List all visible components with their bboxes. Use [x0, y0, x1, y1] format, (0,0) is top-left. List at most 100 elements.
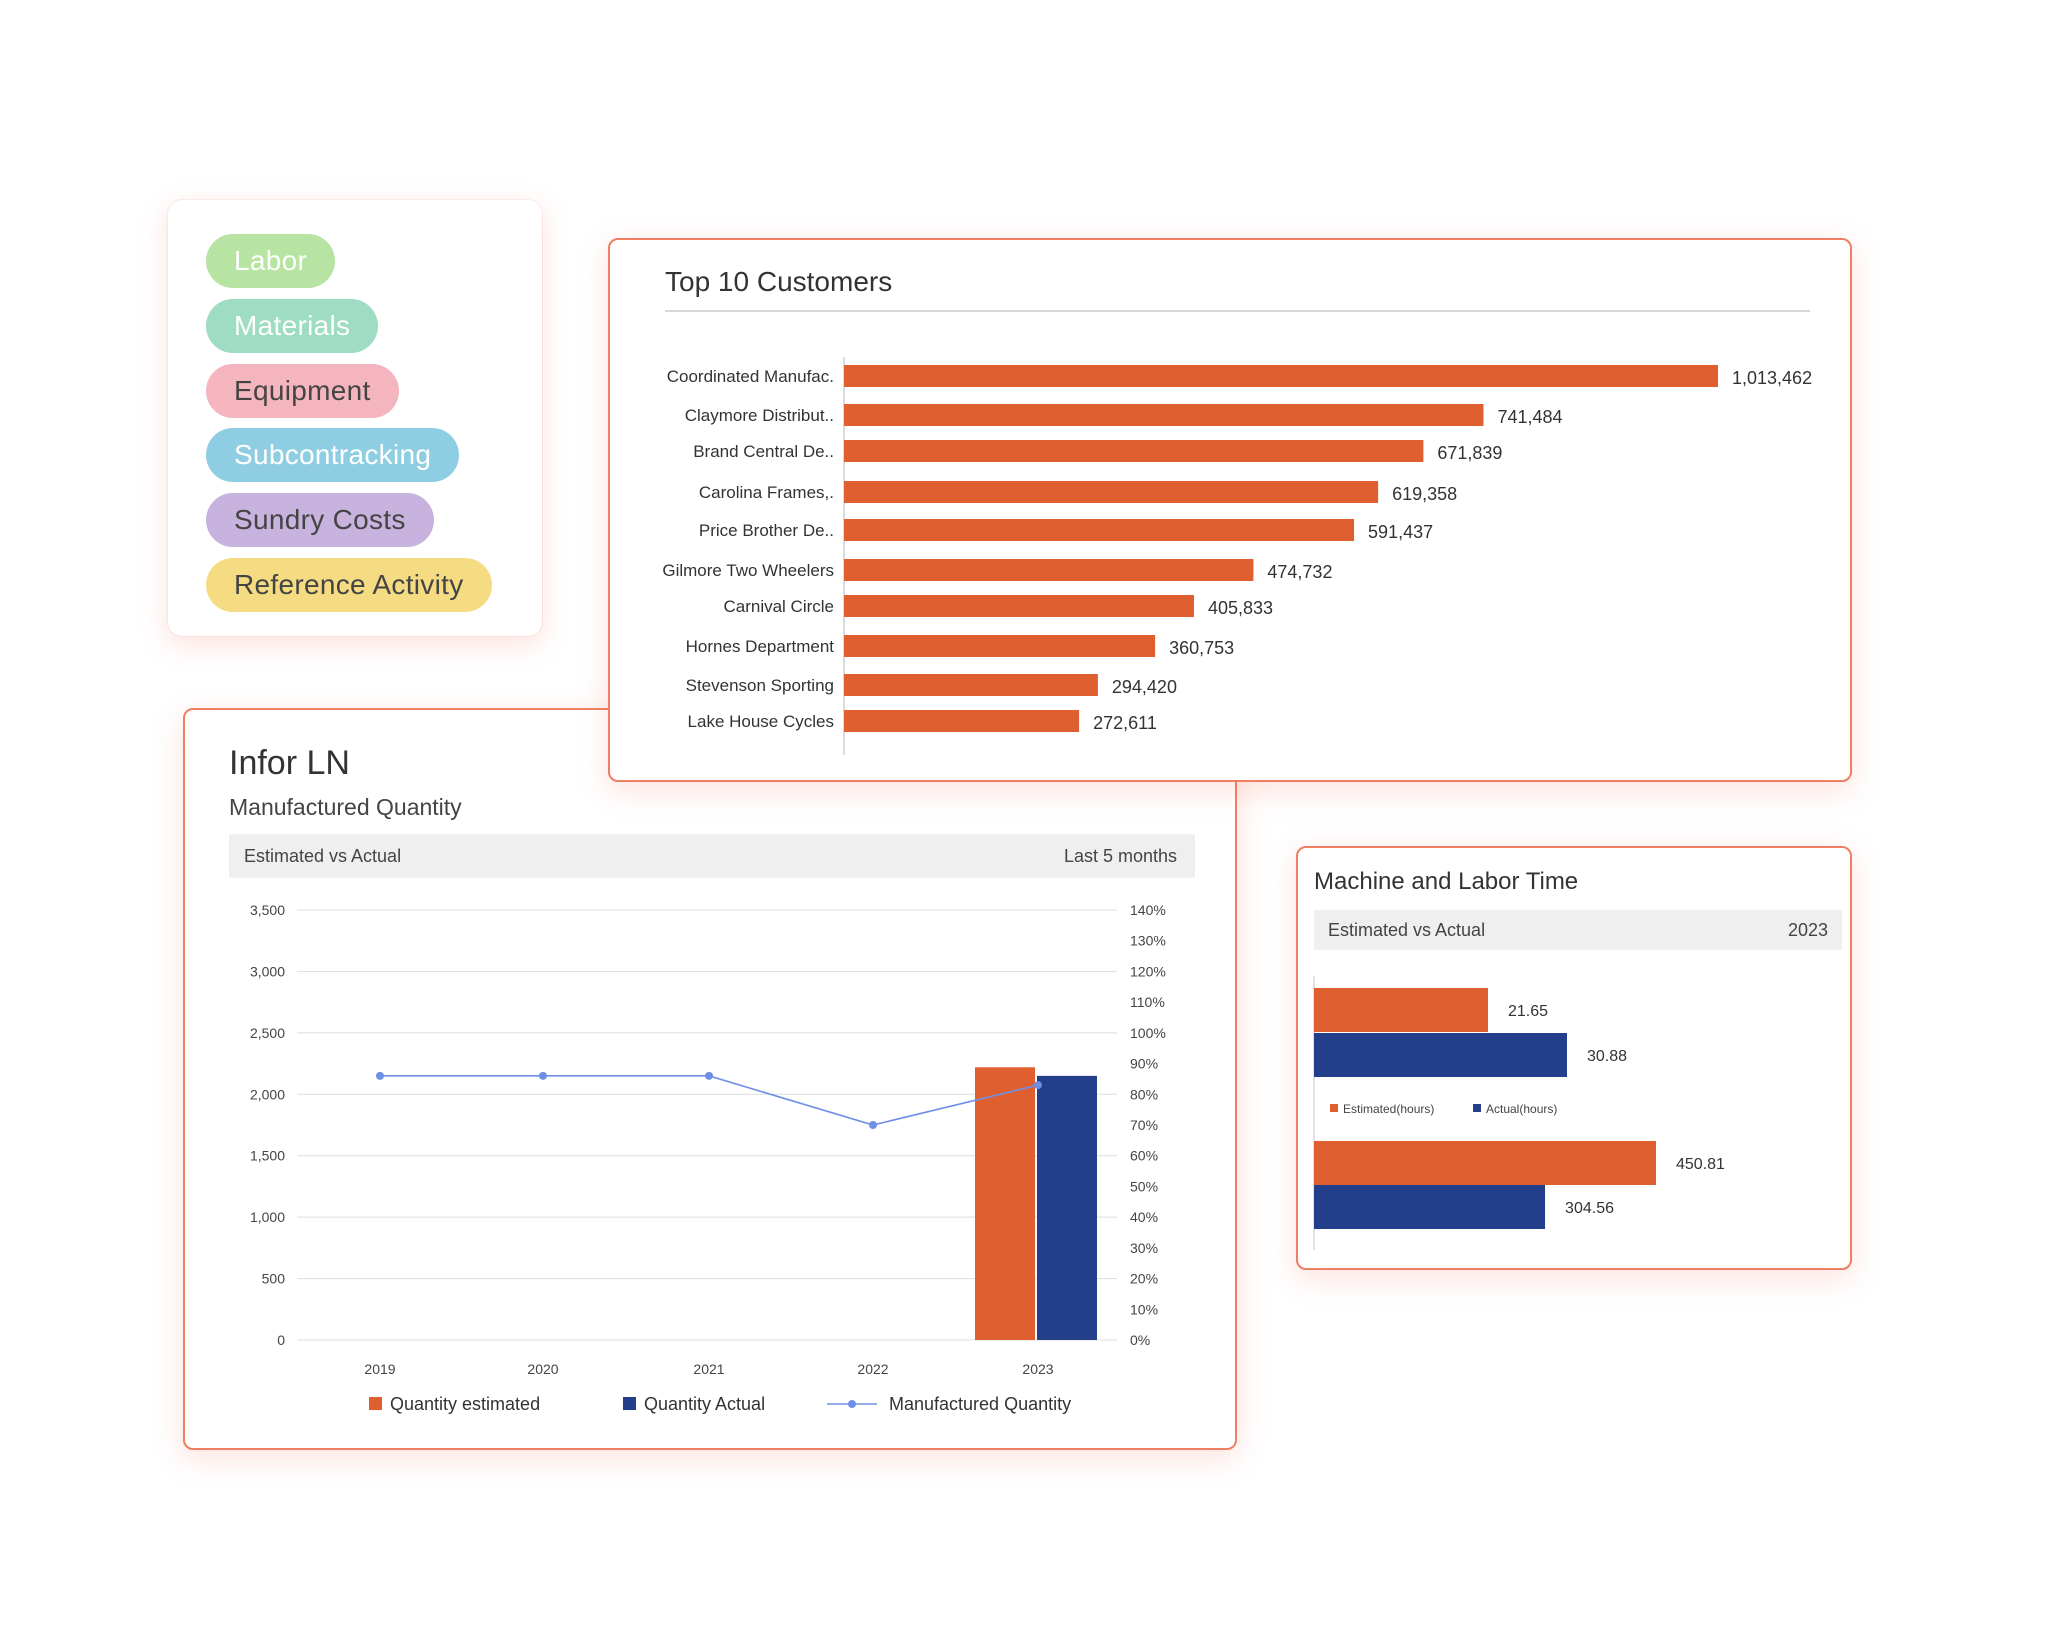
legend-label: Manufactured Quantity: [889, 1394, 1071, 1414]
bar: [844, 674, 1098, 696]
x-tick-label: 2021: [693, 1361, 724, 1377]
comparison-label: Estimated vs Actual: [1328, 919, 1486, 940]
y2-tick-label: 30%: [1130, 1240, 1158, 1256]
category-label: Hornes Department: [686, 637, 835, 656]
manufactured-quantity-card: Infor LN Manufactured Quantity Estimated…: [183, 708, 1237, 1450]
y2-tick-label: 140%: [1130, 902, 1166, 918]
line-point: [1034, 1081, 1042, 1090]
line-point: [376, 1071, 384, 1080]
y-tick-label: 3,500: [250, 902, 285, 918]
bar-actual: [1037, 1075, 1097, 1340]
line-point: [539, 1071, 547, 1080]
legend-label: Quantity Actual: [644, 1394, 765, 1414]
legend-label: Quantity estimated: [390, 1394, 540, 1414]
bar: [844, 481, 1379, 503]
category-label: Lake House Cycles: [688, 712, 834, 731]
bar: [844, 635, 1156, 657]
legend-swatch-actual: [623, 1397, 636, 1410]
machine-labor-card: Machine and Labor Time Estimated vs Actu…: [1296, 846, 1852, 1270]
value-label: 21.65: [1508, 1003, 1548, 1020]
series-line: [380, 1075, 1039, 1126]
legend-swatch-estimated: [1330, 1104, 1338, 1112]
bar-estimated: [1314, 988, 1488, 1032]
y2-tick-label: 60%: [1130, 1148, 1158, 1164]
card-title: Top 10 Customers: [665, 266, 893, 297]
legend-line-point: [848, 1400, 856, 1408]
value-label: 450.81: [1676, 1156, 1725, 1173]
machine-labor-chart: 21.65 30.88 450.81 304.56 Estimated(hours) Ac…: [1313, 976, 1725, 1250]
comparison-label: Estimated vs Actual: [244, 845, 402, 866]
y2-tick-label: 130%: [1130, 933, 1166, 949]
chart-header-bar: Estimated vs Actual Last 5 months: [229, 834, 1195, 878]
value-label: 360,753: [1169, 638, 1234, 658]
y-tick-label: 2,500: [250, 1025, 285, 1041]
chart-header-bar: Estimated vs Actual 2023: [1314, 910, 1842, 950]
legend-swatch-estimated: [369, 1397, 382, 1410]
bar-actual: [1314, 1185, 1546, 1229]
category-label: Brand Central De..: [693, 442, 834, 461]
y2-tick-label: 80%: [1130, 1086, 1158, 1102]
card-title: Infor LN: [229, 744, 350, 782]
bar: [844, 559, 1254, 581]
y-tick-label: 1,500: [250, 1148, 285, 1164]
x-tick-label: 2022: [857, 1361, 888, 1377]
value-label: 405,833: [1208, 598, 1273, 618]
category-label: Stevenson Sporting: [686, 676, 834, 695]
bar-estimated: [975, 1067, 1035, 1340]
card-subtitle: Manufactured Quantity: [229, 794, 462, 820]
legend-label: Estimated(hours): [1343, 1102, 1434, 1116]
category-label: Carnival Circle: [723, 597, 834, 616]
category-label: Coordinated Manufac.: [667, 367, 834, 386]
category-label: Gilmore Two Wheelers: [662, 561, 834, 580]
value-label: 671,839: [1437, 443, 1502, 463]
y-tick-label: 1,000: [250, 1209, 285, 1225]
manufactured-quantity-chart: 0 500 1,000 1,500 2,000 2,500 3,000 3,500 0% 10% 2…: [250, 902, 1166, 1414]
bar-estimated: [1314, 1141, 1656, 1185]
category-label: Claymore Distribut..: [685, 406, 834, 425]
bar: [844, 519, 1355, 541]
x-tick-label: 2020: [527, 1361, 558, 1377]
card-title: Machine and Labor Time: [1314, 868, 1579, 895]
category-tag-card: Labor Materials Equipment Subcontracking…: [168, 200, 542, 636]
legend-swatch-actual: [1473, 1104, 1481, 1112]
bar: [844, 595, 1194, 617]
tag-reference-activity[interactable]: Reference Activity: [206, 558, 492, 612]
y2-tick-label: 90%: [1130, 1056, 1158, 1072]
bar-actual: [1314, 1033, 1567, 1077]
y2-tick-label: 40%: [1130, 1209, 1158, 1225]
top-customers-chart: Coordinated Manufac. 1,013,462 Claymore Di…: [662, 357, 1812, 755]
top-customers-card: Top 10 Customers Coordinated Manufac. 1,0…: [608, 238, 1852, 782]
category-label: Price Brother De..: [699, 521, 834, 540]
y2-tick-label: 10%: [1130, 1301, 1158, 1317]
bar: [844, 710, 1080, 732]
value-label: 294,420: [1112, 677, 1177, 697]
value-label: 304.56: [1565, 1200, 1614, 1217]
bar: [844, 440, 1424, 462]
y-tick-label: 500: [262, 1271, 286, 1287]
tag-subcontracking[interactable]: Subcontracking: [206, 428, 460, 482]
y2-tick-label: 120%: [1130, 963, 1166, 979]
x-tick-label: 2019: [364, 1361, 395, 1377]
y2-tick-label: 50%: [1130, 1178, 1158, 1194]
year-selector[interactable]: 2023: [1787, 919, 1828, 940]
y2-tick-label: 110%: [1130, 994, 1165, 1010]
tag-materials[interactable]: Materials: [206, 299, 379, 353]
tag-equipment[interactable]: Equipment: [206, 364, 399, 418]
y2-tick-label: 100%: [1130, 1025, 1166, 1041]
value-label: 741,484: [1497, 407, 1562, 427]
tag-labor[interactable]: Labor: [206, 234, 336, 288]
bar: [844, 365, 1718, 387]
line-point: [869, 1121, 877, 1129]
y2-tick-label: 70%: [1130, 1117, 1158, 1133]
y-tick-label: 2,000: [250, 1086, 285, 1102]
bar: [844, 404, 1484, 426]
category-label: Carolina Frames,.: [699, 483, 834, 502]
y2-tick-label: 20%: [1130, 1271, 1158, 1287]
value-label: 30.88: [1587, 1048, 1627, 1065]
value-label: 619,358: [1392, 484, 1457, 504]
line-point: [705, 1071, 713, 1080]
y-tick-label: 3,000: [250, 963, 285, 979]
tag-sundry-costs[interactable]: Sundry Costs: [206, 493, 434, 547]
period-selector[interactable]: Last 5 months: [1063, 845, 1177, 866]
y2-tick-label: 0%: [1130, 1332, 1150, 1348]
